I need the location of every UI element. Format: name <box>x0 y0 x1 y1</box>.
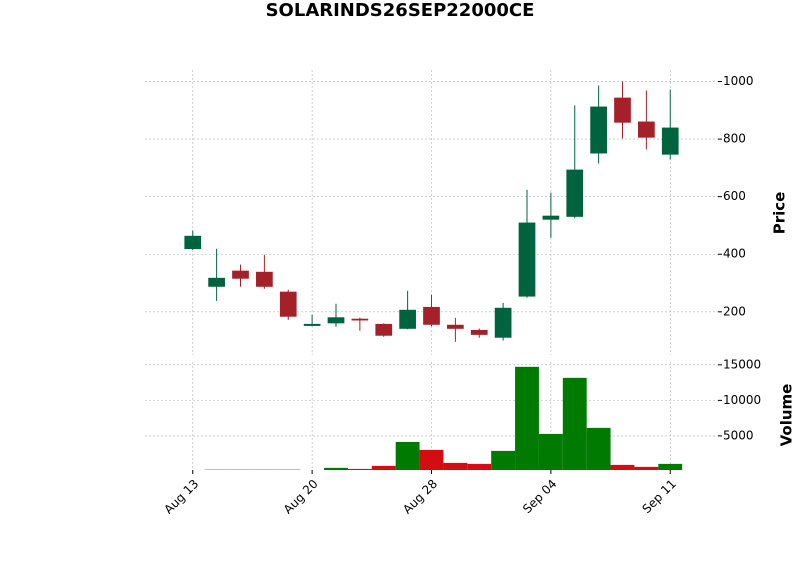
candle-body <box>614 97 631 123</box>
candle-body <box>542 215 560 220</box>
candle-body <box>375 323 393 336</box>
y-tick-label: 15000 <box>723 357 761 371</box>
chart-title: SOLARINDS26SEP22000CE <box>266 0 535 21</box>
y-tick-label: 10000 <box>723 393 761 407</box>
volume-bar <box>610 464 635 470</box>
volume-bar <box>586 427 611 470</box>
candle-body <box>232 270 249 279</box>
candle-body <box>566 169 584 217</box>
candle-body <box>470 329 488 335</box>
y-tick-label: 200 <box>723 304 746 318</box>
volume-bar <box>419 449 444 470</box>
volume-bar <box>443 462 468 470</box>
candle-body <box>351 318 369 321</box>
volume-bar <box>515 366 539 470</box>
y-tick-label: 600 <box>723 189 746 203</box>
x-tick-label: Sep 04 <box>520 477 559 516</box>
volume-bar <box>324 467 348 470</box>
candle-body <box>327 317 345 324</box>
volume-bar <box>347 468 372 470</box>
x-tick-label: Sep 11 <box>639 477 678 516</box>
candle-body <box>279 291 297 317</box>
volume-bar <box>562 377 587 470</box>
volume-bar <box>538 433 563 470</box>
x-tick-label: Aug 13 <box>161 477 201 517</box>
volume-bar <box>371 465 396 470</box>
y-tick-label: 400 <box>723 247 746 261</box>
y-axis-title: Price <box>771 192 789 235</box>
candle-body <box>590 106 607 154</box>
volume-axis-title: Volume <box>778 384 796 447</box>
candle-body <box>423 306 440 325</box>
candle-body <box>447 324 464 329</box>
volume-bar <box>491 450 516 470</box>
candle-body <box>518 222 536 297</box>
candle-body <box>184 235 202 250</box>
candle-body <box>208 277 225 287</box>
volume-bar <box>395 441 420 470</box>
x-tick-label: Aug 28 <box>400 477 440 517</box>
candle-body <box>494 307 512 338</box>
candle-body <box>256 271 273 287</box>
y-tick-label: 5000 <box>723 428 754 442</box>
candle-body <box>638 121 655 138</box>
volume-bar <box>467 463 492 470</box>
candle-body <box>399 309 416 329</box>
candle-body <box>303 323 321 326</box>
y-tick-label: 1000 <box>723 74 754 88</box>
volume-bar <box>634 466 659 470</box>
candle-body <box>661 127 679 155</box>
volume-bar <box>658 463 683 470</box>
y-tick-label: 800 <box>723 132 746 146</box>
x-tick-label: Aug 20 <box>281 477 321 517</box>
